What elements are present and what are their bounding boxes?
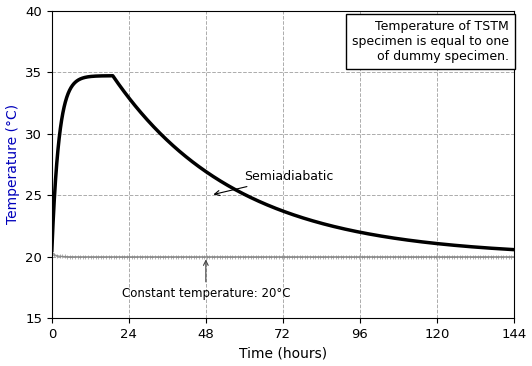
Text: Constant temperature: 20°C: Constant temperature: 20°C <box>122 261 290 300</box>
Text: Temperature of TSTM
specimen is equal to one
of dummy specimen.: Temperature of TSTM specimen is equal to… <box>352 20 509 63</box>
X-axis label: Time (hours): Time (hours) <box>239 347 327 361</box>
Y-axis label: Temperature (°C): Temperature (°C) <box>5 104 20 224</box>
Text: Semiadiabatic: Semiadiabatic <box>214 170 334 195</box>
